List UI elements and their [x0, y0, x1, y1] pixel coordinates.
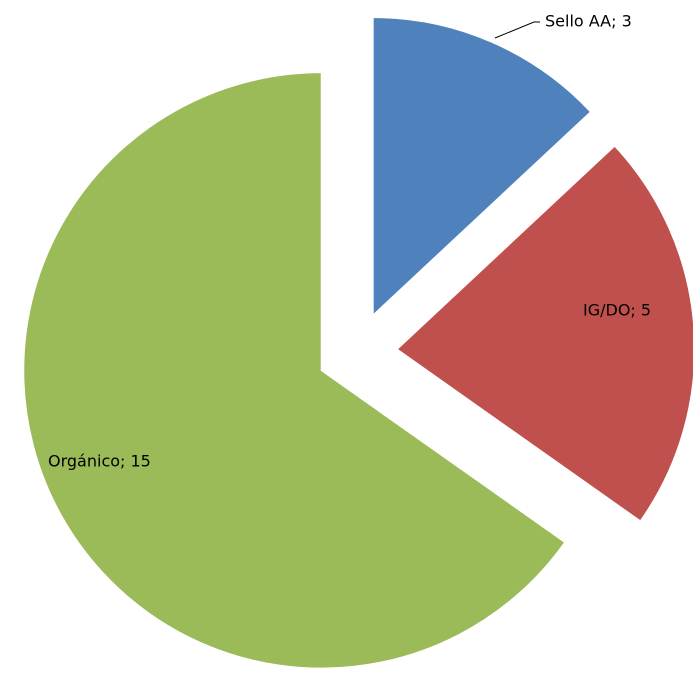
data-label: IG/DO; 5 — [583, 301, 651, 320]
data-label: Sello AA; 3 — [545, 12, 632, 31]
pie-slice — [395, 144, 693, 523]
pie-slice — [372, 16, 592, 318]
pie-slice — [22, 71, 566, 670]
data-label: Orgánico; 15 — [48, 452, 151, 471]
leader-line — [494, 21, 540, 39]
